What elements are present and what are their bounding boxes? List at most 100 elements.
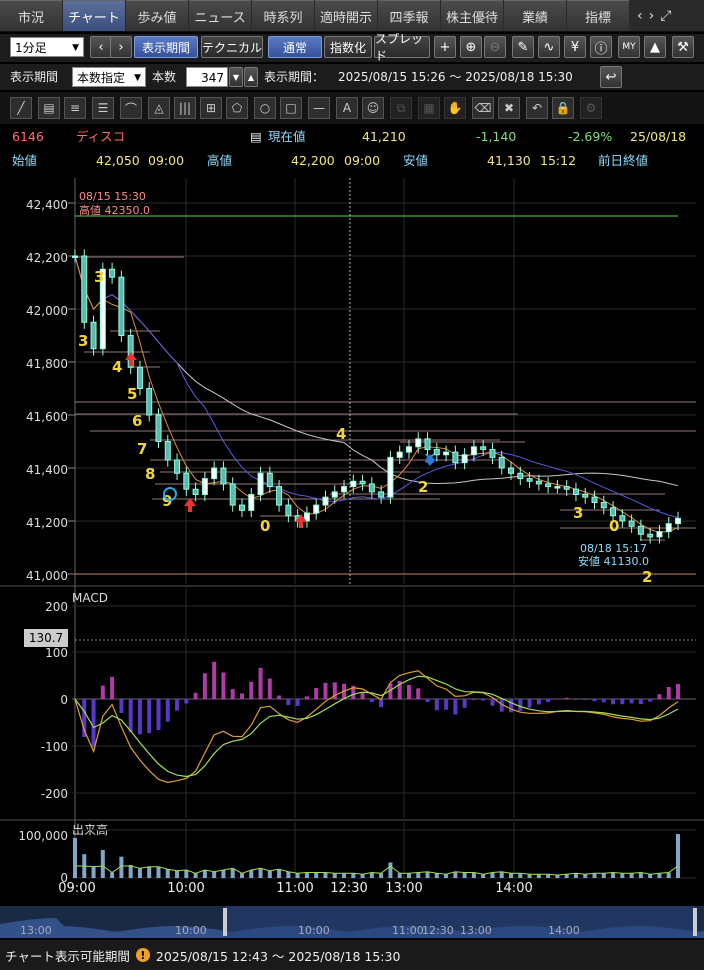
tab-market[interactable]: 市況 [0, 0, 62, 31]
candle-body [545, 483, 552, 488]
macd-bar [128, 699, 133, 733]
circle-icon[interactable]: ○ [254, 97, 276, 119]
info-icon[interactable]: ⓘ [590, 36, 612, 58]
hline-icon[interactable]: — [308, 97, 330, 119]
volume-bar [351, 873, 356, 878]
time-label: 10:00 [167, 881, 204, 896]
normal-button[interactable]: 通常 [268, 36, 322, 58]
macd-bar [657, 694, 662, 700]
navigator-window[interactable] [225, 906, 695, 938]
trendline-icon[interactable]: ╱ [10, 97, 32, 119]
tab-news[interactable]: ニュース [189, 0, 251, 31]
technical-button[interactable]: テクニカル [201, 36, 263, 58]
navigator-right-handle[interactable] [693, 908, 697, 936]
macd-bar [184, 699, 189, 704]
settings-icon[interactable]: ⚒ [672, 36, 694, 58]
macd-bar [666, 687, 671, 700]
lock-icon[interactable]: 🔒 [552, 97, 574, 119]
popout-icon[interactable]: ⤢ [660, 7, 672, 24]
count-up-icon[interactable]: ▲ [244, 67, 258, 87]
macd-bar [137, 699, 142, 735]
volume-bar [230, 868, 235, 878]
text-icon[interactable]: A [336, 97, 358, 119]
volume-bar [110, 872, 115, 878]
pen-icon[interactable]: ✎ [512, 36, 534, 58]
vertical-lines-icon[interactable]: ||| [174, 97, 196, 119]
candle-body [350, 480, 357, 488]
volume-bar [91, 866, 96, 878]
spread-button[interactable]: スプレッド [374, 32, 430, 63]
tab-earnings[interactable]: 業績 [504, 0, 566, 31]
macd-bar [629, 699, 634, 704]
hand-icon[interactable]: ✋ [444, 97, 466, 119]
indicator-icon[interactable]: ∿ [538, 36, 560, 58]
macd-bar [277, 695, 282, 700]
count-label: 本数 [152, 70, 177, 84]
eraser-all-icon[interactable]: ✖ [498, 97, 520, 119]
parallel-line-icon[interactable]: ▤ [38, 97, 60, 119]
volume-bar [434, 873, 439, 878]
zoom-in-icon[interactable]: ⊕ [460, 36, 482, 58]
tab-next-icon[interactable]: › [648, 7, 655, 24]
next-button[interactable]: › [110, 36, 132, 58]
candle-body [229, 483, 236, 506]
return-icon[interactable]: ↩ [600, 66, 622, 88]
fib-lines-icon[interactable]: ☰ [92, 97, 114, 119]
count-label: 5 [127, 385, 137, 403]
stamp-icon[interactable]: ☺ [362, 97, 384, 119]
count-label: 3 [573, 504, 583, 522]
undo-icon[interactable]: ↶ [526, 97, 548, 119]
pentagon-icon[interactable]: ⬠ [226, 97, 248, 119]
tab-prev-icon[interactable]: ‹ [637, 7, 643, 24]
candle-body [109, 268, 116, 278]
count-input[interactable]: 347 [186, 67, 228, 87]
document-icon[interactable]: ▤ [250, 129, 262, 144]
candle-body [211, 467, 218, 480]
macd-bar [583, 699, 588, 700]
candle-body [470, 446, 477, 456]
eraser-icon[interactable]: ⌫ [472, 97, 494, 119]
price-tick: 42,000 [26, 304, 68, 318]
tab-shikiho[interactable]: 四季報 [378, 0, 440, 31]
prev-button[interactable]: ‹ [90, 36, 112, 58]
yen-icon[interactable]: ¥ [564, 36, 586, 58]
macd-bar [147, 699, 152, 734]
chart-type-icon[interactable]: ▲ [644, 36, 666, 58]
index-button[interactable]: 指数化 [324, 36, 372, 58]
gann-icon[interactable]: ◬ [148, 97, 170, 119]
tab-chart[interactable]: チャート [63, 0, 125, 31]
cycle-icon[interactable]: ⊞ [200, 97, 222, 119]
volume-bar [666, 872, 671, 878]
crosshair-icon[interactable]: + [434, 36, 456, 58]
tab-disclosure[interactable]: 適時開示 [315, 0, 377, 31]
count-down-icon[interactable]: ▼ [229, 67, 243, 87]
period-mode-value: 本数指定 [77, 71, 126, 85]
macd-bar [481, 699, 486, 701]
tab-benefits[interactable]: 株主優待 [441, 0, 503, 31]
fan-icon[interactable]: ⌒ [120, 97, 142, 119]
macd-bar [286, 699, 291, 705]
navigator-left-handle[interactable] [223, 908, 227, 936]
tab-timeseries[interactable]: 時系列 [252, 0, 314, 31]
horizontal-lines-icon[interactable]: ≡ [64, 97, 86, 119]
stock-chart[interactable]: 42,400 42,200 42,000 41,800 41,600 41,40… [0, 174, 704, 940]
macd-bar [676, 684, 680, 700]
rectangle-icon[interactable]: □ [280, 97, 302, 119]
copy-icon[interactable]: ⧉ [390, 97, 412, 119]
tab-ticks[interactable]: 歩み値 [126, 0, 188, 31]
my-chart-icon[interactable]: MY [618, 36, 640, 58]
period-mode-select[interactable]: 本数指定 ▼ [72, 67, 146, 87]
zoom-out-icon[interactable]: ⊖ [484, 36, 506, 58]
footer-range: 2025/08/15 12:43 ～ 2025/08/18 15:30 [155, 948, 401, 964]
interval-select[interactable]: 1分足 ▼ [10, 37, 84, 57]
count-label: 4 [336, 425, 346, 443]
paste-icon[interactable]: ▦ [418, 97, 440, 119]
macd-bar [332, 682, 337, 700]
volume-bar [128, 865, 133, 878]
candle-body [628, 520, 635, 527]
period-button[interactable]: 表示期間 [134, 36, 198, 58]
tab-indicators[interactable]: 指標 [567, 0, 629, 31]
gear-icon[interactable]: ⚙ [580, 97, 602, 119]
price-tick: 41,800 [26, 357, 68, 371]
volume-tick: 0 [60, 871, 68, 885]
